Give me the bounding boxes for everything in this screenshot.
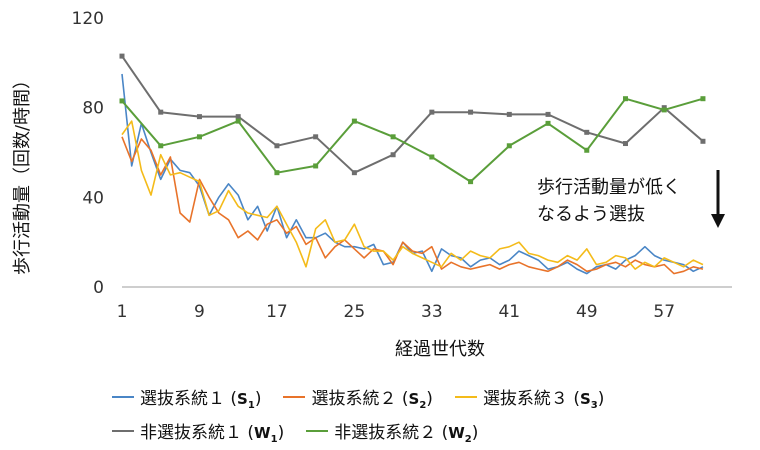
legend-label-w1: 非選抜系統１ (W1) <box>140 422 285 445</box>
data-point <box>506 111 512 117</box>
x-axis-title: 経過世代数 <box>395 339 485 360</box>
x-tick-label: 25 <box>344 302 366 322</box>
x-tick-label: 57 <box>653 302 675 322</box>
series-s1 <box>121 73 704 275</box>
x-tick-labels: 1 9 17 25 33 41 49 57 <box>117 302 675 322</box>
legend-item-w2: 非選抜系統２ (W2) <box>306 418 478 445</box>
series-s3 <box>121 120 704 270</box>
legend-swatch-w2 <box>306 430 329 432</box>
data-point <box>196 114 202 120</box>
data-point <box>700 96 706 102</box>
data-point <box>584 129 590 135</box>
data-point <box>119 98 125 104</box>
data-point <box>119 53 125 59</box>
data-point <box>545 120 551 126</box>
data-point <box>622 96 628 102</box>
data-point <box>235 118 241 124</box>
series-line <box>121 73 704 275</box>
data-point <box>235 114 241 120</box>
y-axis-title: 歩行活動量（回数/時間） <box>12 71 33 275</box>
data-point <box>274 143 280 149</box>
series-group <box>119 53 706 275</box>
data-point <box>274 170 280 176</box>
data-point <box>158 143 164 149</box>
series-w2 <box>119 96 706 185</box>
legend-label-s2: 選抜系統２ (S2) <box>311 388 433 411</box>
y-tick-labels: 0 40 80 120 <box>72 9 104 298</box>
annotation-arrow-head <box>711 214 725 228</box>
x-tick-label: 33 <box>421 302 443 322</box>
legend-label-s1: 選抜系統１ (S1) <box>140 388 262 411</box>
series-w1 <box>119 53 706 176</box>
data-point <box>390 134 396 140</box>
x-tick-label: 49 <box>576 302 598 322</box>
y-tick-label: 120 <box>72 9 104 29</box>
series-line <box>121 136 704 275</box>
legend-label-s3: 選抜系統３ (S3) <box>482 388 605 411</box>
legend-row-2: 非選抜系統１ (W1) 非選抜系統２ (W2) <box>112 414 752 448</box>
data-point <box>700 138 706 144</box>
series-line <box>121 120 704 270</box>
data-point <box>429 154 435 160</box>
annotation-line-2: なるよう選抜 <box>537 204 645 225</box>
annotation-line-1: 歩行活動量が低く <box>537 177 681 198</box>
y-tick-label: 80 <box>82 99 104 119</box>
legend-row-1: 選抜系統１ (S1) 選抜系統２ (S2) 選抜系統３ (S3) <box>112 380 752 414</box>
series-s2 <box>121 136 704 275</box>
data-point <box>313 163 319 169</box>
series-line <box>121 55 704 174</box>
legend-item-s2: 選抜系統２ (S2) <box>283 384 433 411</box>
legend-swatch-s1 <box>112 396 134 398</box>
x-tick-label: 9 <box>194 302 205 322</box>
data-point <box>622 141 628 147</box>
data-point <box>158 109 164 115</box>
x-tick-label: 41 <box>498 302 520 322</box>
data-point <box>351 118 357 124</box>
data-point <box>661 107 667 113</box>
x-tick-label: 1 <box>117 302 128 322</box>
legend-item-s1: 選抜系統１ (S1) <box>112 384 261 411</box>
legend: 選抜系統１ (S1) 選抜系統２ (S2) 選抜系統３ (S3) 非選抜系統１ … <box>112 380 752 448</box>
series-line <box>121 97 704 183</box>
annotation: 歩行活動量が低く なるよう選抜 <box>537 170 725 228</box>
legend-swatch-w1 <box>112 430 134 432</box>
data-point <box>468 179 474 185</box>
y-tick-label: 0 <box>93 278 104 298</box>
data-point <box>506 143 512 149</box>
data-point <box>468 109 474 115</box>
legend-item-w1: 非選抜系統１ (W1) <box>112 418 284 445</box>
data-point <box>196 134 202 140</box>
x-tick-label: 17 <box>266 302 288 322</box>
data-point <box>313 134 319 140</box>
data-point <box>584 147 590 153</box>
data-point <box>545 111 551 117</box>
data-point <box>429 109 435 115</box>
legend-swatch-s2 <box>283 396 306 398</box>
legend-item-s3: 選抜系統３ (S3) <box>454 384 605 411</box>
legend-label-w2: 非選抜系統２ (W2) <box>334 422 479 445</box>
data-point <box>390 152 396 158</box>
data-point <box>351 170 357 176</box>
legend-swatch-s3 <box>454 396 477 398</box>
y-tick-label: 40 <box>82 188 104 208</box>
